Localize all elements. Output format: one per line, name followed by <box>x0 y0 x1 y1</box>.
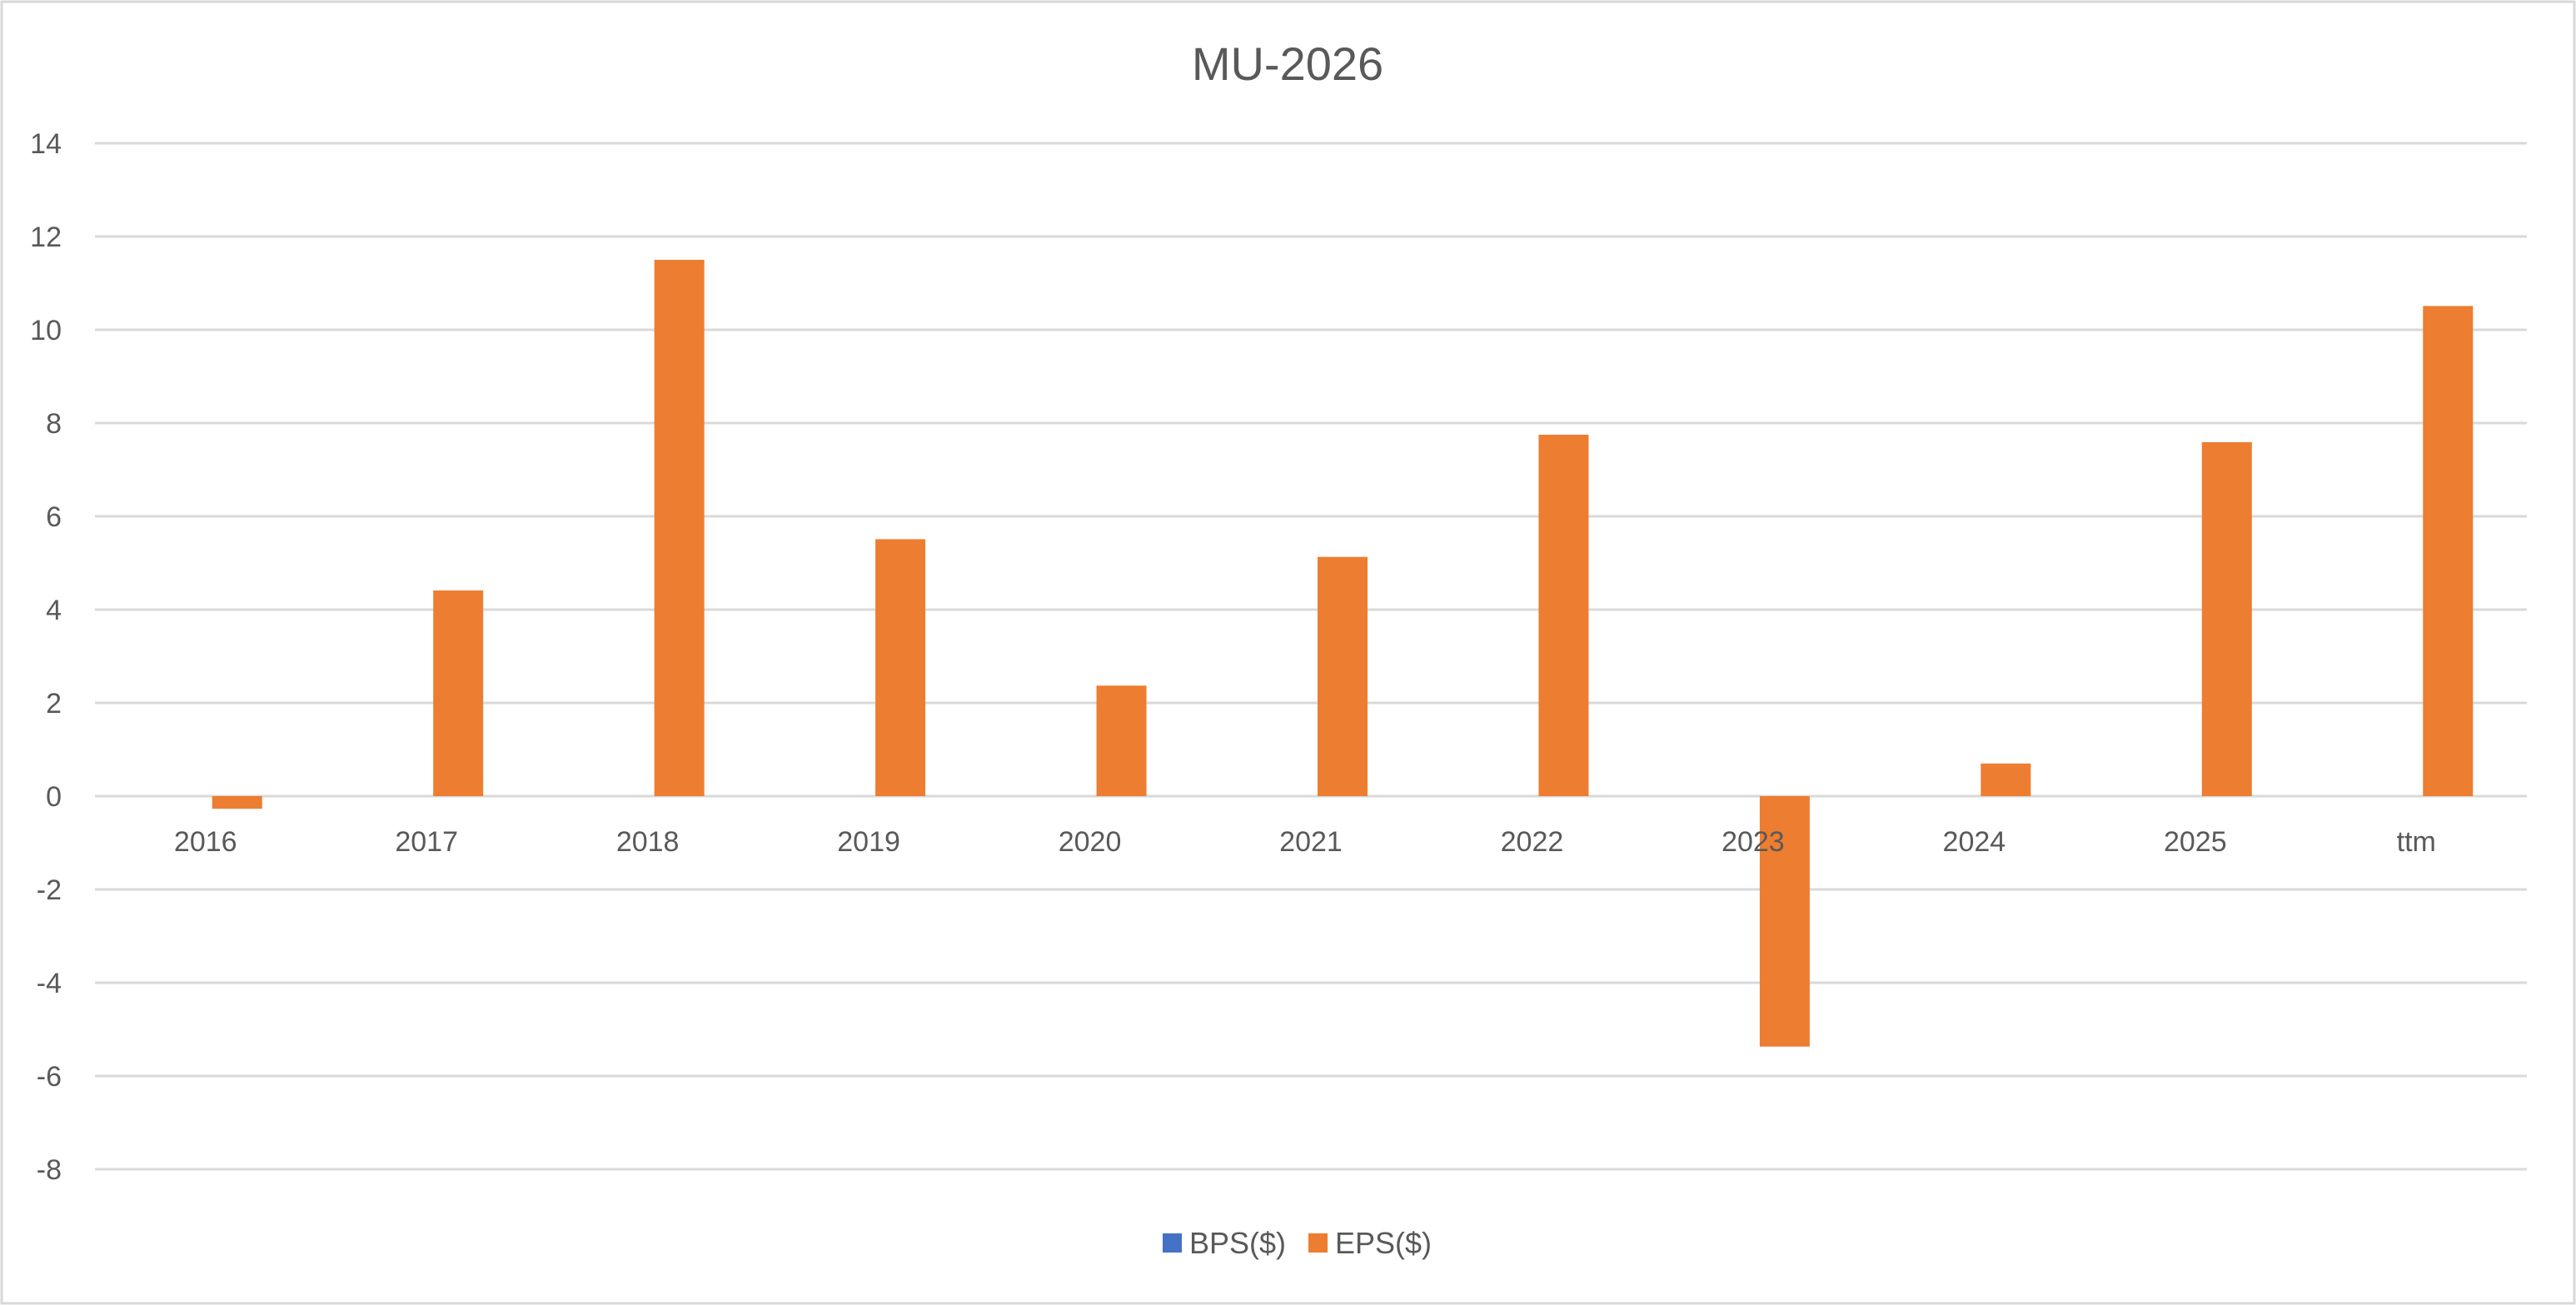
y-tick-label: -2 <box>37 874 62 906</box>
y-tick-label: 8 <box>46 408 62 440</box>
y-tick-label: 10 <box>30 315 62 346</box>
legend-label: EPS($) <box>1335 1226 1432 1260</box>
legend-swatch <box>1308 1233 1328 1253</box>
bar-eps-2018 <box>654 260 705 796</box>
x-tick-label: ttm <box>2397 826 2436 858</box>
x-tick-label: 2024 <box>1943 826 2006 858</box>
x-tick-label: 2016 <box>174 826 237 858</box>
x-tick-label: 2018 <box>616 826 680 858</box>
x-tick-label: 2019 <box>837 826 900 858</box>
bar-eps-2025 <box>2201 441 2252 796</box>
bar-eps-ttm <box>2423 306 2474 796</box>
x-tick-label: 2021 <box>1279 826 1343 858</box>
x-tick-label: 2017 <box>395 826 458 858</box>
bar-eps-2020 <box>1096 685 1147 796</box>
y-tick-label: 12 <box>30 222 62 253</box>
y-tick-label: 0 <box>46 781 62 813</box>
x-tick-label: 2023 <box>1721 826 1785 858</box>
y-tick-label: -4 <box>37 968 62 999</box>
legend-label: BPS($) <box>1189 1226 1286 1260</box>
y-axis-ticks: 14 12 10 8 6 4 2 0 -2 -4 -6 -8 <box>30 128 62 1186</box>
x-axis-ticks: 2016 2017 2018 2019 2020 2021 2022 2023 2024 2025… <box>174 826 2436 858</box>
bar-eps-2019 <box>875 539 926 796</box>
x-tick-label: 2020 <box>1059 826 1122 858</box>
bar-eps-2024 <box>1981 763 2031 796</box>
y-tick-label: 14 <box>30 128 62 160</box>
bar-eps-2017 <box>433 590 484 796</box>
bar-eps-2016 <box>212 796 262 809</box>
bar-eps-2021 <box>1318 556 1368 796</box>
bar-eps-2022 <box>1538 435 1589 796</box>
y-tick-label: 6 <box>46 501 62 533</box>
y-tick-label: -6 <box>37 1061 62 1093</box>
x-tick-label: 2022 <box>1501 826 1564 858</box>
legend: BPS($) EPS($) <box>1163 1226 1432 1260</box>
bars <box>212 260 2474 1047</box>
x-tick-label: 2025 <box>2164 826 2227 858</box>
bar-eps-2023 <box>1759 796 1810 1047</box>
y-tick-label: 4 <box>46 595 62 626</box>
chart-title: MU-2026 <box>1192 37 1383 90</box>
y-tick-label: 2 <box>46 688 62 720</box>
legend-swatch <box>1163 1233 1182 1253</box>
y-tick-label: -8 <box>37 1154 62 1186</box>
gridlines <box>95 142 2527 1171</box>
